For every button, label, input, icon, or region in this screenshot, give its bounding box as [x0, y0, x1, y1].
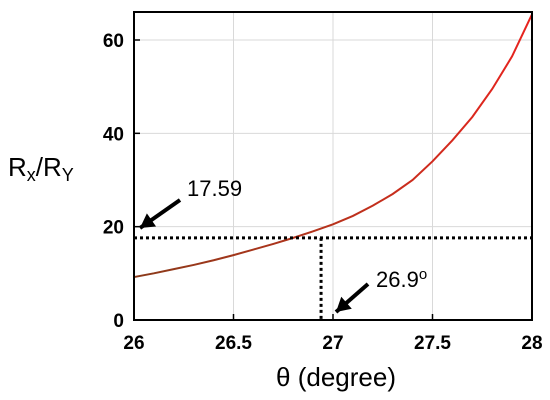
x-axis-label: θ (degree) — [276, 362, 396, 392]
angle-annotation-unit: o — [419, 266, 427, 283]
ratio-annotation-arrow-head — [140, 213, 157, 228]
x-tick-label: 27.5 — [414, 333, 451, 354]
y-axis-label-sub2: Y — [62, 165, 74, 185]
annotations: 17.59 26.9o — [138, 176, 427, 314]
y-axis-label-prefix: R — [8, 152, 27, 182]
y-axis-label-sub1: x — [27, 165, 36, 185]
x-tick-label: 26.5 — [215, 333, 252, 354]
ratio-annotation-text: 17.59 — [187, 176, 242, 201]
grid — [133, 12, 533, 321]
y-tick-label: 20 — [103, 218, 124, 239]
y-tick-label: 60 — [103, 31, 124, 52]
y-axis-label-slash: /R — [36, 152, 62, 182]
angle-annotation-arrow-head — [336, 296, 352, 312]
x-tick-label: 28 — [521, 333, 542, 354]
reference-lines — [134, 236, 532, 320]
angle-annotation-value: 26.9 — [376, 267, 419, 292]
ticks: 26 26.5 27 27.5 28 0 20 40 60 — [103, 31, 543, 354]
angle-annotation-text: 26.9o — [376, 266, 427, 292]
series-layer — [133, 13, 533, 279]
series-line — [133, 13, 533, 279]
x-tick-label: 27 — [322, 333, 343, 354]
x-tick-label: 26 — [123, 333, 144, 354]
y-tick-label: 40 — [103, 124, 124, 145]
y-axis-label: Rx/RY — [8, 152, 74, 185]
y-tick-label: 0 — [113, 311, 124, 332]
